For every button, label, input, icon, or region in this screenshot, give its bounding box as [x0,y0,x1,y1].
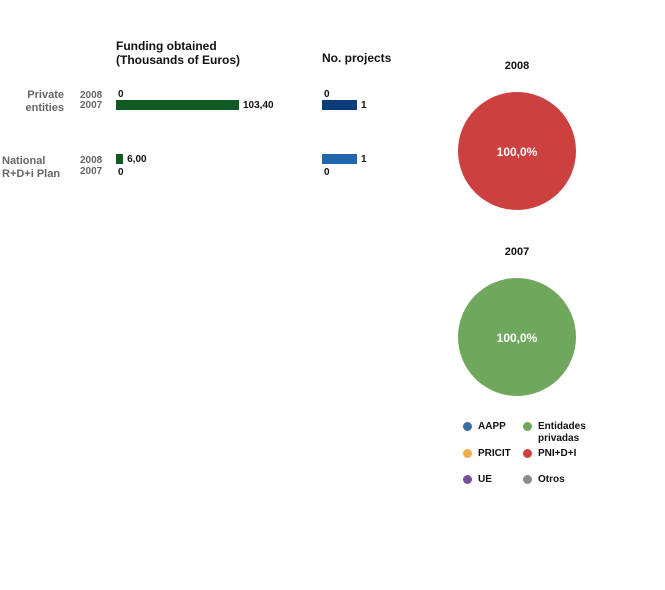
legend-label-pricit: PRICIT [478,448,511,460]
legend-dot-pni [523,449,532,458]
legend-label-pni: PNI+D+I [538,448,576,460]
funding-bar-2008-1 [116,154,123,164]
projects-bar-2008-1 [322,154,357,164]
pie-label-2008: 100,0% [497,145,538,159]
legend-label-otros: Otros [538,474,565,486]
pie-chart-2007: 100,0% [455,275,579,399]
funding-value-label: 0 [118,90,124,100]
pie-title-2007: 2007 [487,246,547,258]
projects-bar-2007-0 [322,100,357,110]
projects-value-label: 1 [361,155,367,165]
projects-value-label: 1 [361,101,367,111]
funding-value-label: 6,00 [127,155,146,165]
legend-dot-ue [463,475,472,484]
funding-bar-2007-0 [116,100,239,110]
legend-dot-aapp [463,422,472,431]
legend-dot-entidades-privadas [523,422,532,431]
funding-value-label: 0 [118,168,124,178]
legend-dot-pricit [463,449,472,458]
pie-label-2007: 100,0% [497,331,538,345]
pie-chart-2008: 100,0% [455,89,579,213]
funding-value-label: 103,40 [243,101,274,111]
legend-label-entidades-privadas: Entidades privadas [538,421,594,445]
legend-dot-otros [523,475,532,484]
legend-label-aapp: AAPP [478,421,506,433]
projects-value-label: 0 [324,90,330,100]
legend-label-ue: UE [478,474,492,486]
projects-value-label: 0 [324,168,330,178]
pie-title-2008: 2008 [487,60,547,72]
